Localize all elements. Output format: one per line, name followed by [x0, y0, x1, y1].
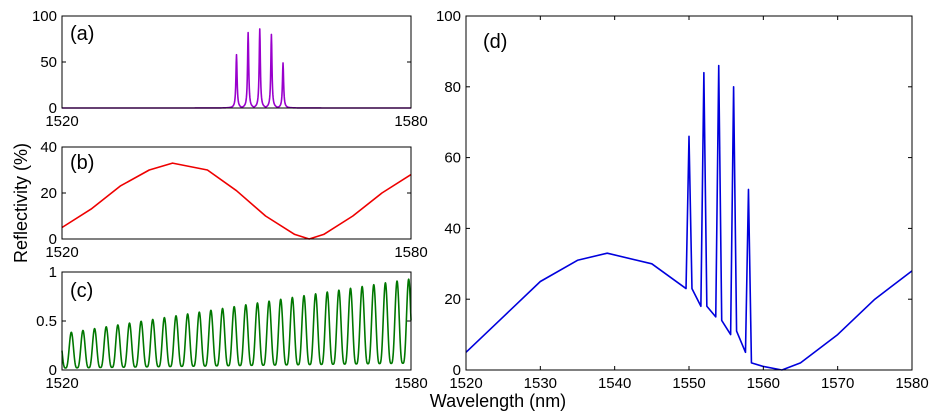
- y-tick-label: 60: [444, 150, 461, 167]
- series-line: [61, 28, 412, 109]
- x-tick-label: 1530: [524, 375, 557, 392]
- x-tick-label: 1540: [598, 375, 631, 392]
- x-tick-label: 1520: [449, 375, 482, 392]
- panel-label: (b): [70, 152, 94, 174]
- series-line: [465, 64, 913, 371]
- panel-3: 0 20 40 60 80 100 1520 1530 1540 1550 1560 1570 1580…: [436, 8, 929, 392]
- panel-2: 0 0.5 1 1520 1580 (c): [36, 264, 428, 392]
- plot-frame: [465, 15, 913, 371]
- x-tick-label: 1580: [394, 113, 427, 130]
- y-tick-label: 20: [40, 185, 57, 202]
- y-tick-label: 40: [40, 139, 57, 156]
- x-tick-label: 1550: [672, 375, 705, 392]
- plot-frame: [61, 146, 412, 240]
- x-tick-label: 1560: [747, 375, 780, 392]
- y-tick-label: 0: [49, 100, 57, 117]
- y-tick-label: 20: [444, 291, 461, 308]
- panel-1: 0 20 40 1520 1580 (b): [40, 139, 427, 261]
- y-tick-label: 0: [49, 231, 57, 248]
- x-tick-label: 1580: [394, 375, 427, 392]
- series-line: [61, 162, 412, 240]
- x-tick-label: 1580: [895, 375, 928, 392]
- series-line: [61, 278, 412, 369]
- y-tick-label: 1: [49, 264, 57, 281]
- x-tick-label: 1520: [45, 375, 78, 392]
- panel-0: 0 50 100 1520 1580 (a): [32, 8, 428, 130]
- y-tick-label: 50: [40, 54, 57, 71]
- panel-label: (c): [70, 280, 93, 302]
- y-tick-label: 40: [444, 220, 461, 237]
- x-tick-label: 1520: [45, 113, 78, 130]
- y-tick-label: 80: [444, 79, 461, 96]
- panel-label: (d): [483, 31, 507, 53]
- x-tick-label: 1580: [394, 244, 427, 261]
- y-tick-label: 0.5: [36, 313, 57, 330]
- y-tick-label: 100: [436, 8, 461, 25]
- panel-label: (a): [70, 23, 94, 45]
- x-tick-label: 1520: [45, 244, 78, 261]
- y-tick-label: 0: [453, 362, 461, 379]
- y-tick-label: 100: [32, 8, 57, 25]
- y-axis-label: Reflectivity (%): [11, 143, 31, 263]
- x-tick-label: 1570: [821, 375, 854, 392]
- x-axis-label: Wavelength (nm): [430, 391, 566, 411]
- y-tick-label: 0: [49, 362, 57, 379]
